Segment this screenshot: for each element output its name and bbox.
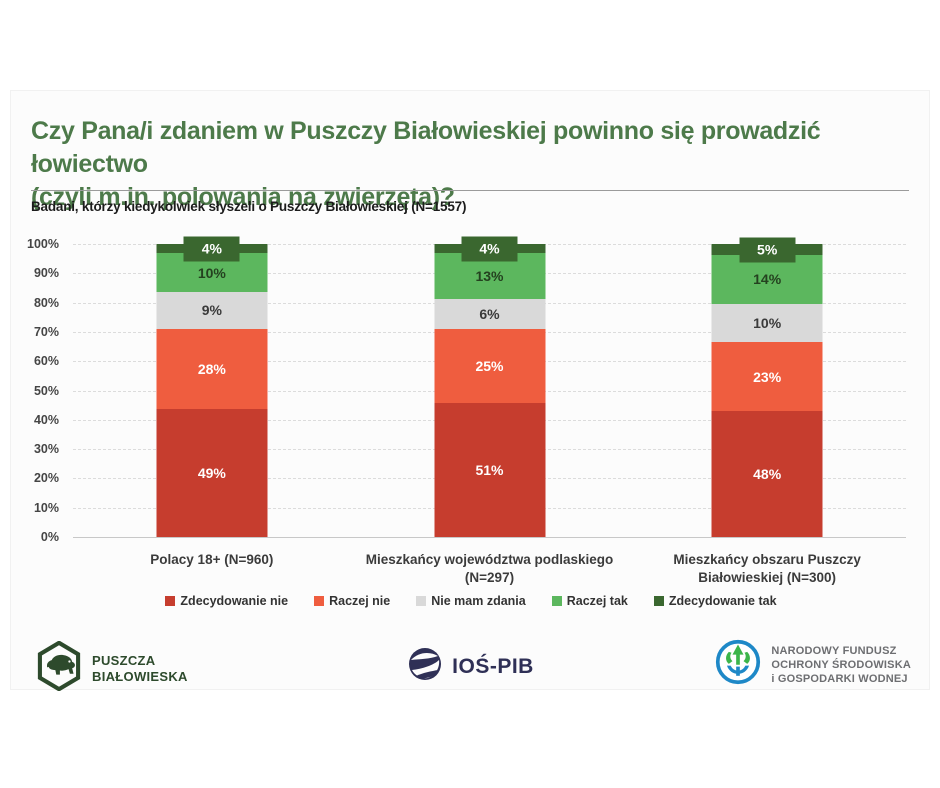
stacked-bar-3: 48% 23% 10% 14% 5%: [711, 237, 823, 537]
category-label-3: Mieszkańcy obszaru Puszczy Białowieskiej…: [673, 552, 861, 585]
segment-zdecydowanie-tak: 5%: [711, 237, 823, 263]
legend-item-raczej-tak: Raczej tak: [551, 594, 628, 608]
y-axis-tick-50%: 50%: [33, 383, 59, 398]
legend-label: Raczej nie: [329, 594, 391, 608]
y-axis-tick-20%: 20%: [33, 471, 59, 486]
y-axis-tick-0%: 0%: [40, 530, 59, 544]
segment-raczej-nie: 25%: [434, 329, 545, 404]
ios-pib-logo: IOŚ-PIB: [11, 647, 931, 686]
legend-item-nie-mam-zdania: Nie mam zdania: [416, 594, 526, 608]
segment-zdecydowanie-tak: 4%: [434, 236, 545, 262]
segment-callout-label: 5%: [739, 237, 796, 263]
legend-label: Zdecydowanie nie: [180, 594, 289, 608]
legend-item-raczej-nie: Raczej nie: [314, 594, 390, 608]
segment-zdecydowanie-nie: 48%: [711, 411, 823, 537]
segment-nie-mam-zdania: 6%: [434, 299, 545, 330]
segment-callout-label: 4%: [183, 236, 240, 262]
segment-nie-mam-zdania: 10%: [711, 303, 823, 343]
bison-hexagon-icon: [36, 640, 82, 696]
chart-subtitle: Badani, którzy kiedykolwiek słyszeli o P…: [31, 199, 467, 214]
stacked-bar-2: 51% 25% 6% 13% 4%: [434, 236, 545, 537]
plot-area: 0% 10% 20% 30% 40% 50% 60% 70% 80% 90% 100% 49% 28% 9…: [27, 236, 906, 585]
y-axis-tick-70%: 70%: [33, 324, 59, 339]
segment-raczej-nie: 28%: [156, 328, 268, 409]
y-axis-tick-30%: 30%: [33, 442, 59, 457]
swirl-globe-icon: [408, 647, 442, 686]
legend-swatch-icon: [165, 596, 176, 606]
nfosigw-logo: NARODOWY FUNDUSZ OCHRONY ŚRODOWISKA i GO…: [715, 639, 911, 690]
chart-title: Czy Pana/i zdaniem w Puszczy Białowieski…: [31, 115, 911, 214]
nfosigw-label: NARODOWY FUNDUSZ OCHRONY ŚRODOWISKA i GO…: [771, 644, 911, 685]
legend-swatch-icon: [653, 596, 664, 606]
segment-zdecydowanie-tak: 4%: [156, 236, 268, 262]
y-axis-tick-100%: 100%: [27, 237, 59, 251]
tree-circle-icon: [715, 639, 761, 690]
segment-nie-mam-zdania: 9%: [156, 292, 268, 329]
legend-label: Nie mam zdania: [431, 594, 526, 608]
legend-swatch-icon: [551, 596, 562, 606]
legend-label: Raczej tak: [566, 594, 628, 608]
ios-pib-label: IOŚ-PIB: [452, 654, 534, 678]
infographic-card: Czy Pana/i zdaniem w Puszczy Białowieski…: [10, 90, 931, 692]
stacked-bar-1: 49% 28% 9% 10% 4%: [156, 236, 268, 537]
y-axis-tick-90%: 90%: [33, 266, 59, 281]
y-axis-tick-80%: 80%: [33, 295, 59, 310]
puszcza-bialowieska-label: PUSZCZA BIAŁOWIESKA: [92, 652, 188, 684]
y-axis-tick-60%: 60%: [33, 354, 59, 369]
segment-zdecydowanie-nie: 51%: [434, 403, 545, 537]
legend-swatch-icon: [314, 596, 325, 606]
category-label-2: Mieszkańcy województwa podlaskiego (N=29…: [365, 552, 614, 585]
title-divider: [31, 190, 909, 191]
segment-raczej-nie: 23%: [711, 342, 823, 412]
gridline-0%: [73, 537, 906, 538]
legend-label: Zdecydowanie tak: [668, 594, 777, 608]
y-axis-tick-40%: 40%: [33, 412, 59, 427]
chart-legend: Zdecydowanie nie Raczej nie Nie mam zdania…: [11, 594, 931, 608]
legend-item-zdecydowanie-nie: Zdecydowanie nie: [165, 594, 288, 608]
segment-raczej-tak: 14%: [711, 255, 823, 304]
puszcza-bialowieska-logo: PUSZCZA BIAŁOWIESKA: [36, 640, 188, 696]
segment-zdecydowanie-nie: 49%: [156, 408, 268, 537]
segment-callout-label: 4%: [461, 236, 518, 262]
category-label-1: Polacy 18+ (N=960): [150, 552, 274, 567]
legend-swatch-icon: [416, 596, 427, 606]
chart-title-line2: (czyli m.in. polowania na zwierzęta)?: [31, 183, 455, 211]
y-axis-tick-10%: 10%: [33, 500, 59, 515]
legend-item-zdecydowanie-tak: Zdecydowanie tak: [653, 594, 777, 608]
chart-title-line1: Czy Pana/i zdaniem w Puszczy Białowieski…: [31, 117, 821, 178]
